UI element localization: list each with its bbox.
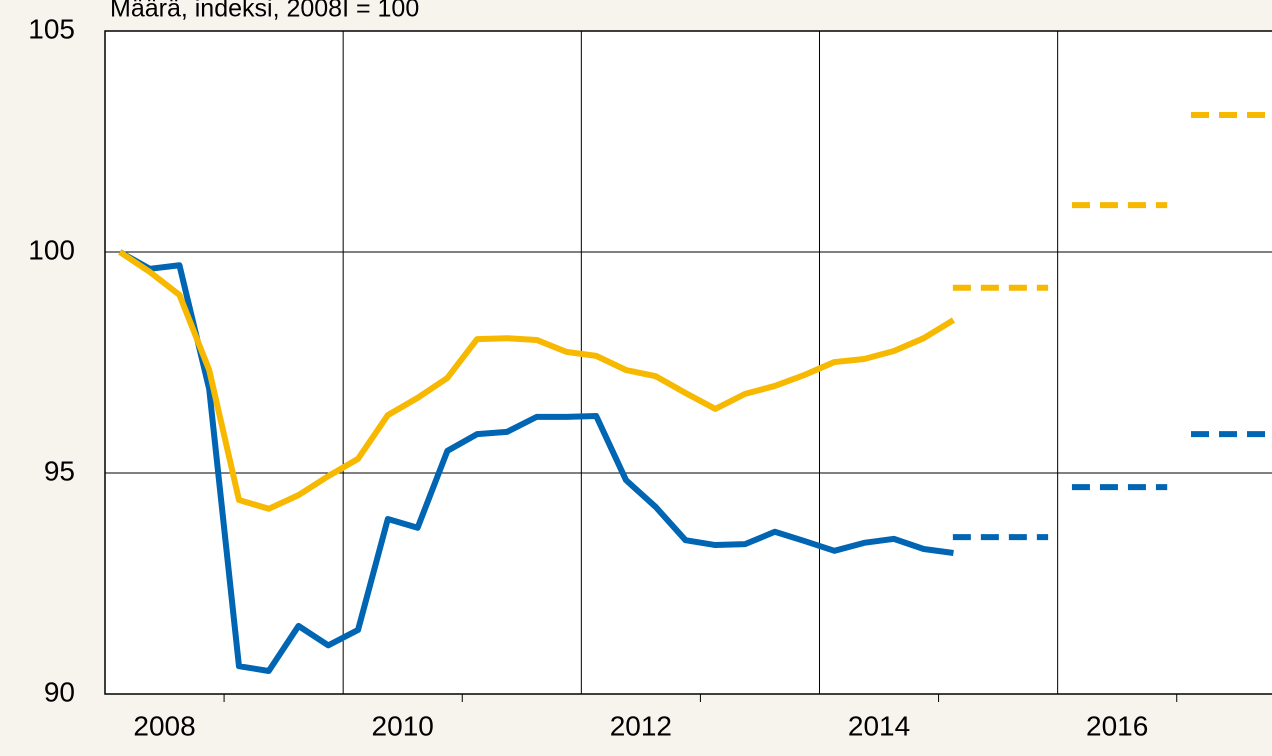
y-tick-label: 105 bbox=[28, 13, 75, 44]
x-tick-label: 2008 bbox=[133, 710, 195, 741]
line-series bbox=[118, 249, 954, 675]
x-tick-label: 2010 bbox=[372, 710, 434, 741]
x-tick-label: 2016 bbox=[1086, 710, 1148, 741]
y-tick-label: 95 bbox=[44, 455, 75, 486]
plot-area bbox=[105, 31, 1272, 694]
x-tick-label: 2014 bbox=[848, 710, 910, 741]
y-tick-label: 90 bbox=[44, 676, 75, 707]
y-tick-label: 100 bbox=[28, 234, 75, 265]
chart-title: Määrä, indeksi, 2008I = 100 bbox=[110, 0, 419, 23]
plot-border bbox=[104, 30, 1272, 695]
line-series bbox=[118, 249, 956, 512]
x-tick-label: 2012 bbox=[610, 710, 672, 741]
